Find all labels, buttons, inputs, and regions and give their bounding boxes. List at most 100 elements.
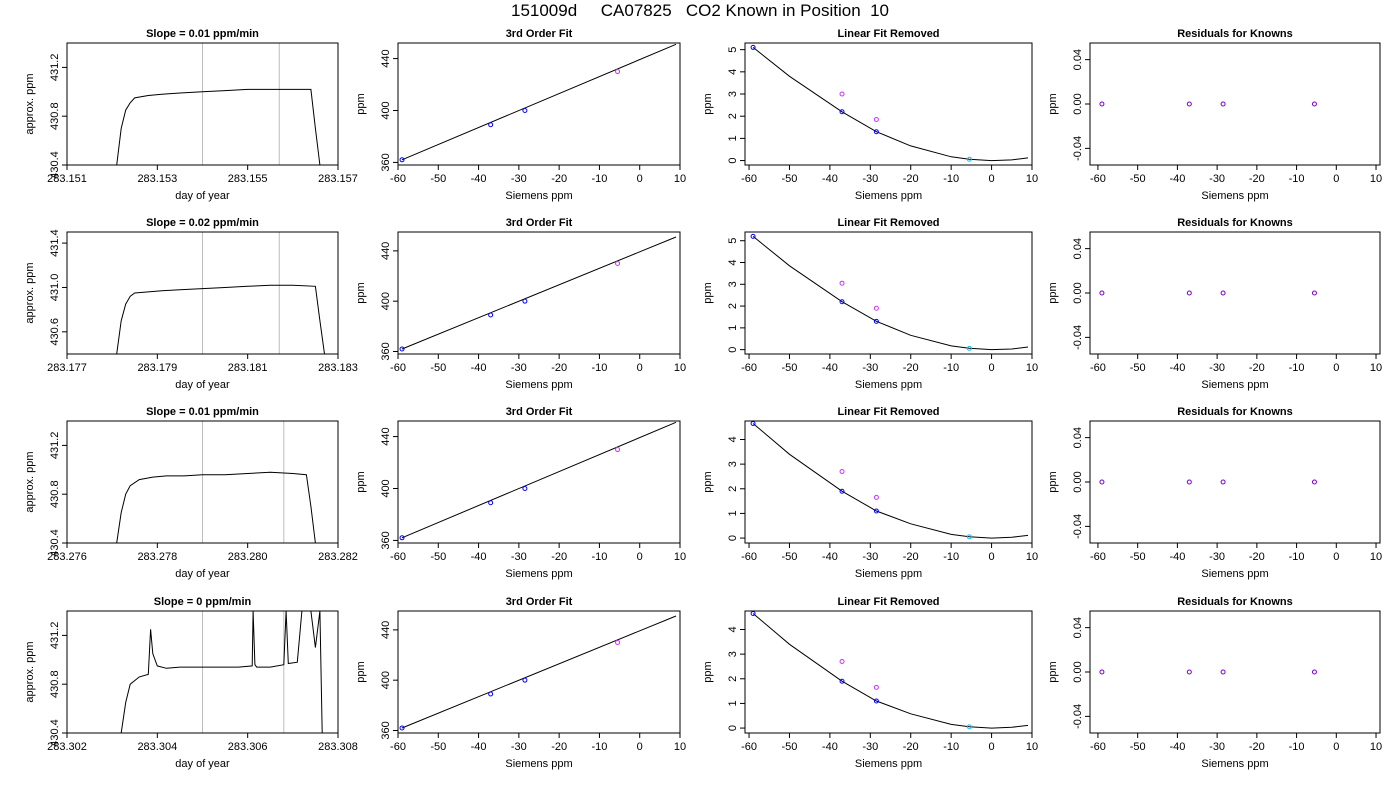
- y-tick-label: 3: [727, 281, 739, 287]
- panel-title: Slope = 0.01 ppm/min: [146, 406, 259, 418]
- x-tick-label: -60: [390, 741, 406, 753]
- x-tick-label: 10: [1026, 173, 1038, 185]
- y-tick-label: 4: [727, 259, 739, 265]
- y-tick-label: 431.4: [49, 229, 61, 257]
- panel-r3-c2: 3rd Order Fit -60 -50 -40 -30 -20 -10 0 10 360 400…: [355, 406, 686, 580]
- panel-title: Residuals for Knowns: [1177, 406, 1293, 418]
- x-tick-label: 283.183: [318, 362, 358, 374]
- x-tick-label: -60: [1090, 551, 1106, 563]
- panel-title: Linear Fit Removed: [837, 406, 939, 418]
- x-tick-label: -30: [862, 551, 878, 563]
- plot-area: [1099, 479, 1317, 485]
- data-point: [839, 280, 845, 286]
- x-tick-label: 0: [637, 551, 643, 563]
- x-tick-label: 283.282: [318, 551, 358, 563]
- data-point: [399, 157, 405, 163]
- data-point: [399, 725, 405, 731]
- x-tick-label: -20: [551, 741, 567, 753]
- x-tick-label: 0: [1333, 173, 1339, 185]
- panel-title: Slope = 0.02 ppm/min: [146, 217, 259, 229]
- x-tick-label: -40: [471, 741, 487, 753]
- plot-area: [1099, 669, 1317, 675]
- panel-title: 3rd Order Fit: [506, 28, 573, 40]
- data-point: [1220, 290, 1226, 296]
- x-tick-label: 10: [674, 551, 686, 563]
- x-tick-label: -30: [1209, 741, 1225, 753]
- x-tick-label: 283.153: [137, 173, 177, 185]
- panel-r4-c2: 3rd Order Fit -60 -50 -40 -30 -20 -10 0 10 360 400…: [355, 596, 686, 770]
- x-tick-label: -30: [1209, 362, 1225, 374]
- data-point: [1186, 290, 1192, 296]
- x-tick-label: 283.157: [318, 173, 358, 185]
- panel-r1-c4: Residuals for Knowns -60 -50 -40 -30 -20 -10 0 1…: [1047, 28, 1382, 202]
- x-tick-label: -60: [390, 362, 406, 374]
- x-tick-label: -60: [390, 173, 406, 185]
- x-tick-label: -40: [1169, 362, 1185, 374]
- panel-r3-c3: Linear Fit Removed -60 -50 -40 -30 -20 -10 0 10 0…: [702, 406, 1038, 580]
- x-tick-label: 283.151: [47, 173, 87, 185]
- x-tick-label: -20: [903, 362, 919, 374]
- data-point: [1220, 101, 1226, 107]
- plot-area: [750, 611, 1029, 730]
- x-tick-label: -40: [822, 741, 838, 753]
- plot-area: [1099, 101, 1317, 107]
- x-axis-label: Siemens ppm: [855, 190, 922, 202]
- data-point: [873, 698, 879, 704]
- panel-r4-c1: Slope = 0 ppm/min 283.302 283.304 283.306 28…: [24, 596, 358, 770]
- x-tick-label: 10: [1026, 551, 1038, 563]
- data-point: [488, 500, 494, 506]
- x-tick-label: 10: [1370, 173, 1382, 185]
- x-tick-label: 283.302: [47, 741, 87, 753]
- data-point: [399, 535, 405, 541]
- x-tick-label: -40: [822, 551, 838, 563]
- x-tick-label: -50: [1130, 362, 1146, 374]
- data-point: [1220, 669, 1226, 675]
- y-tick-label: 431.2: [49, 54, 61, 82]
- data-point: [615, 69, 621, 75]
- x-tick-label: -40: [471, 362, 487, 374]
- data-point: [488, 691, 494, 697]
- y-axis-label: ppm: [702, 471, 714, 492]
- plot-frame: [397, 420, 681, 544]
- y-tick-label: 360: [380, 721, 392, 739]
- panel-r1-c2: 3rd Order Fit -60 -50 -40 -30 -20 -10 0 10 360 400…: [355, 28, 686, 202]
- y-tick-label: 2: [727, 676, 739, 682]
- y-tick-label: 0.04: [1072, 238, 1084, 259]
- x-tick-label: 0: [1333, 551, 1339, 563]
- y-axis-label: approx. ppm: [24, 262, 36, 323]
- plot-area: [116, 88, 321, 165]
- y-tick-label: 1: [727, 510, 739, 516]
- y-tick-label: 400: [380, 101, 392, 119]
- data-point: [522, 298, 528, 304]
- data-point: [966, 534, 972, 540]
- x-tick-label: -50: [1130, 173, 1146, 185]
- y-axis-label: approx. ppm: [24, 451, 36, 512]
- plot-area: [1099, 290, 1317, 296]
- x-tick-label: -10: [1289, 551, 1305, 563]
- x-tick-label: 283.306: [228, 741, 268, 753]
- data-point: [1099, 290, 1105, 296]
- x-tick-label: 283.155: [228, 173, 268, 185]
- plot-frame: [66, 610, 339, 734]
- x-axis-label: Siemens ppm: [855, 568, 922, 580]
- x-tick-label: -20: [903, 173, 919, 185]
- x-axis-label: Siemens ppm: [855, 758, 922, 770]
- x-tick-label: -10: [943, 551, 959, 563]
- plot-area: [399, 421, 677, 541]
- x-tick-label: -60: [1090, 173, 1106, 185]
- fit-curve: [401, 43, 677, 161]
- y-tick-label: 440: [380, 242, 392, 260]
- x-tick-label: -20: [903, 741, 919, 753]
- x-tick-label: -60: [390, 551, 406, 563]
- y-axis-label: ppm: [355, 93, 367, 114]
- fit-curve: [752, 236, 1029, 351]
- x-tick-label: -10: [591, 362, 607, 374]
- panel-r2-c2: 3rd Order Fit -60 -50 -40 -30 -20 -10 0 10 360 400…: [355, 217, 686, 391]
- y-tick-label: 431.0: [49, 274, 61, 302]
- fit-curve: [752, 613, 1029, 729]
- data-point: [1311, 290, 1317, 296]
- plot-frame: [1089, 610, 1381, 734]
- data-point: [839, 488, 845, 494]
- data-point: [615, 260, 621, 266]
- data-point: [1099, 101, 1105, 107]
